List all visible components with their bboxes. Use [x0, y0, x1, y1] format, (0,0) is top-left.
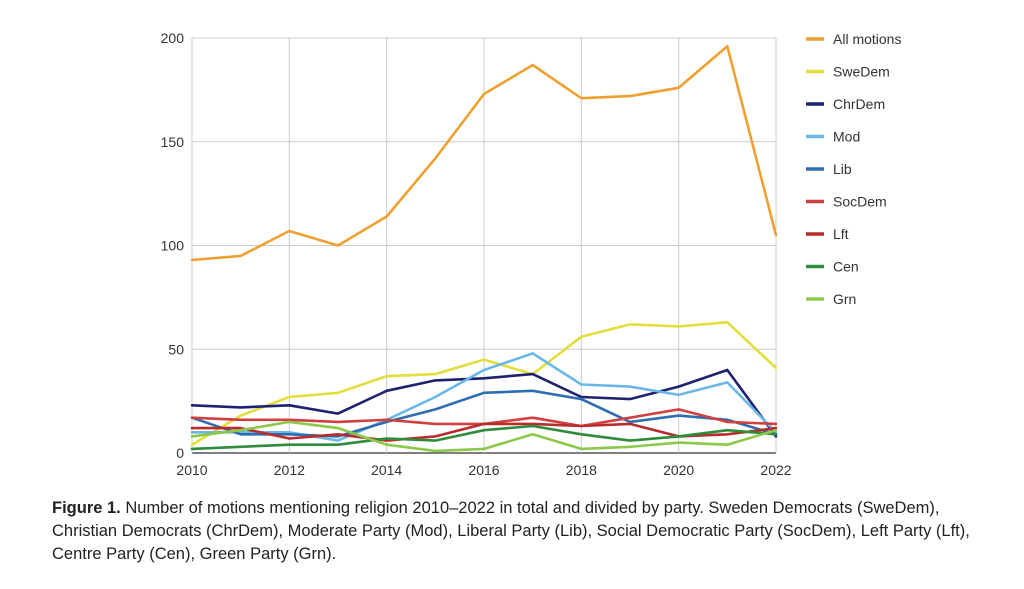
- x-tick-label: 2018: [566, 462, 597, 478]
- chart-series-lines: [190, 44, 778, 453]
- x-tick-label: 2020: [663, 462, 694, 478]
- chart-grid: [191, 37, 777, 454]
- line-chart: 0 50 100 150 200 2010 2012 2014 2016 2018 2020 2022…: [161, 30, 902, 478]
- legend-label-socdem: SocDem: [833, 194, 887, 210]
- series-line-grn: [190, 420, 778, 453]
- x-tick-label: 2014: [371, 462, 402, 478]
- legend-label-grn: Grn: [833, 291, 856, 307]
- series-line-lib: [190, 389, 778, 438]
- caption-label: Figure 1.: [52, 499, 121, 517]
- x-tick-label: 2016: [468, 462, 499, 478]
- series-line-cen: [190, 424, 778, 451]
- figure-caption: Figure 1. Number of motions mentioning r…: [52, 497, 992, 566]
- legend-label-mod: Mod: [833, 129, 860, 145]
- caption-text: Number of motions mentioning religion 20…: [52, 499, 970, 563]
- series-line-swedem: [190, 320, 778, 447]
- series-line-mod: [190, 352, 778, 442]
- y-tick-label: 100: [161, 238, 185, 254]
- legend-label-all-motions: All motions: [833, 31, 901, 47]
- chart-legend: All motions SweDem ChrDem Mod Lib SocDem Lft Ce…: [806, 31, 901, 307]
- legend-label-swedem: SweDem: [833, 64, 890, 80]
- legend-label-chrdem: ChrDem: [833, 96, 885, 112]
- y-tick-label: 0: [176, 445, 184, 461]
- series-line-chrdem: [190, 368, 778, 438]
- legend-label-lft: Lft: [833, 226, 849, 242]
- chart-axes: 0 50 100 150 200 2010 2012 2014 2016 2018 2020 2022: [161, 30, 792, 478]
- x-tick-label: 2010: [176, 462, 207, 478]
- y-tick-label: 150: [161, 134, 185, 150]
- x-tick-label: 2022: [760, 462, 791, 478]
- y-tick-label: 200: [161, 30, 185, 46]
- legend-label-cen: Cen: [833, 259, 859, 275]
- legend-label-lib: Lib: [833, 161, 852, 177]
- series-line-all-motions: [190, 44, 778, 262]
- x-tick-label: 2012: [274, 462, 305, 478]
- y-tick-label: 50: [168, 341, 184, 357]
